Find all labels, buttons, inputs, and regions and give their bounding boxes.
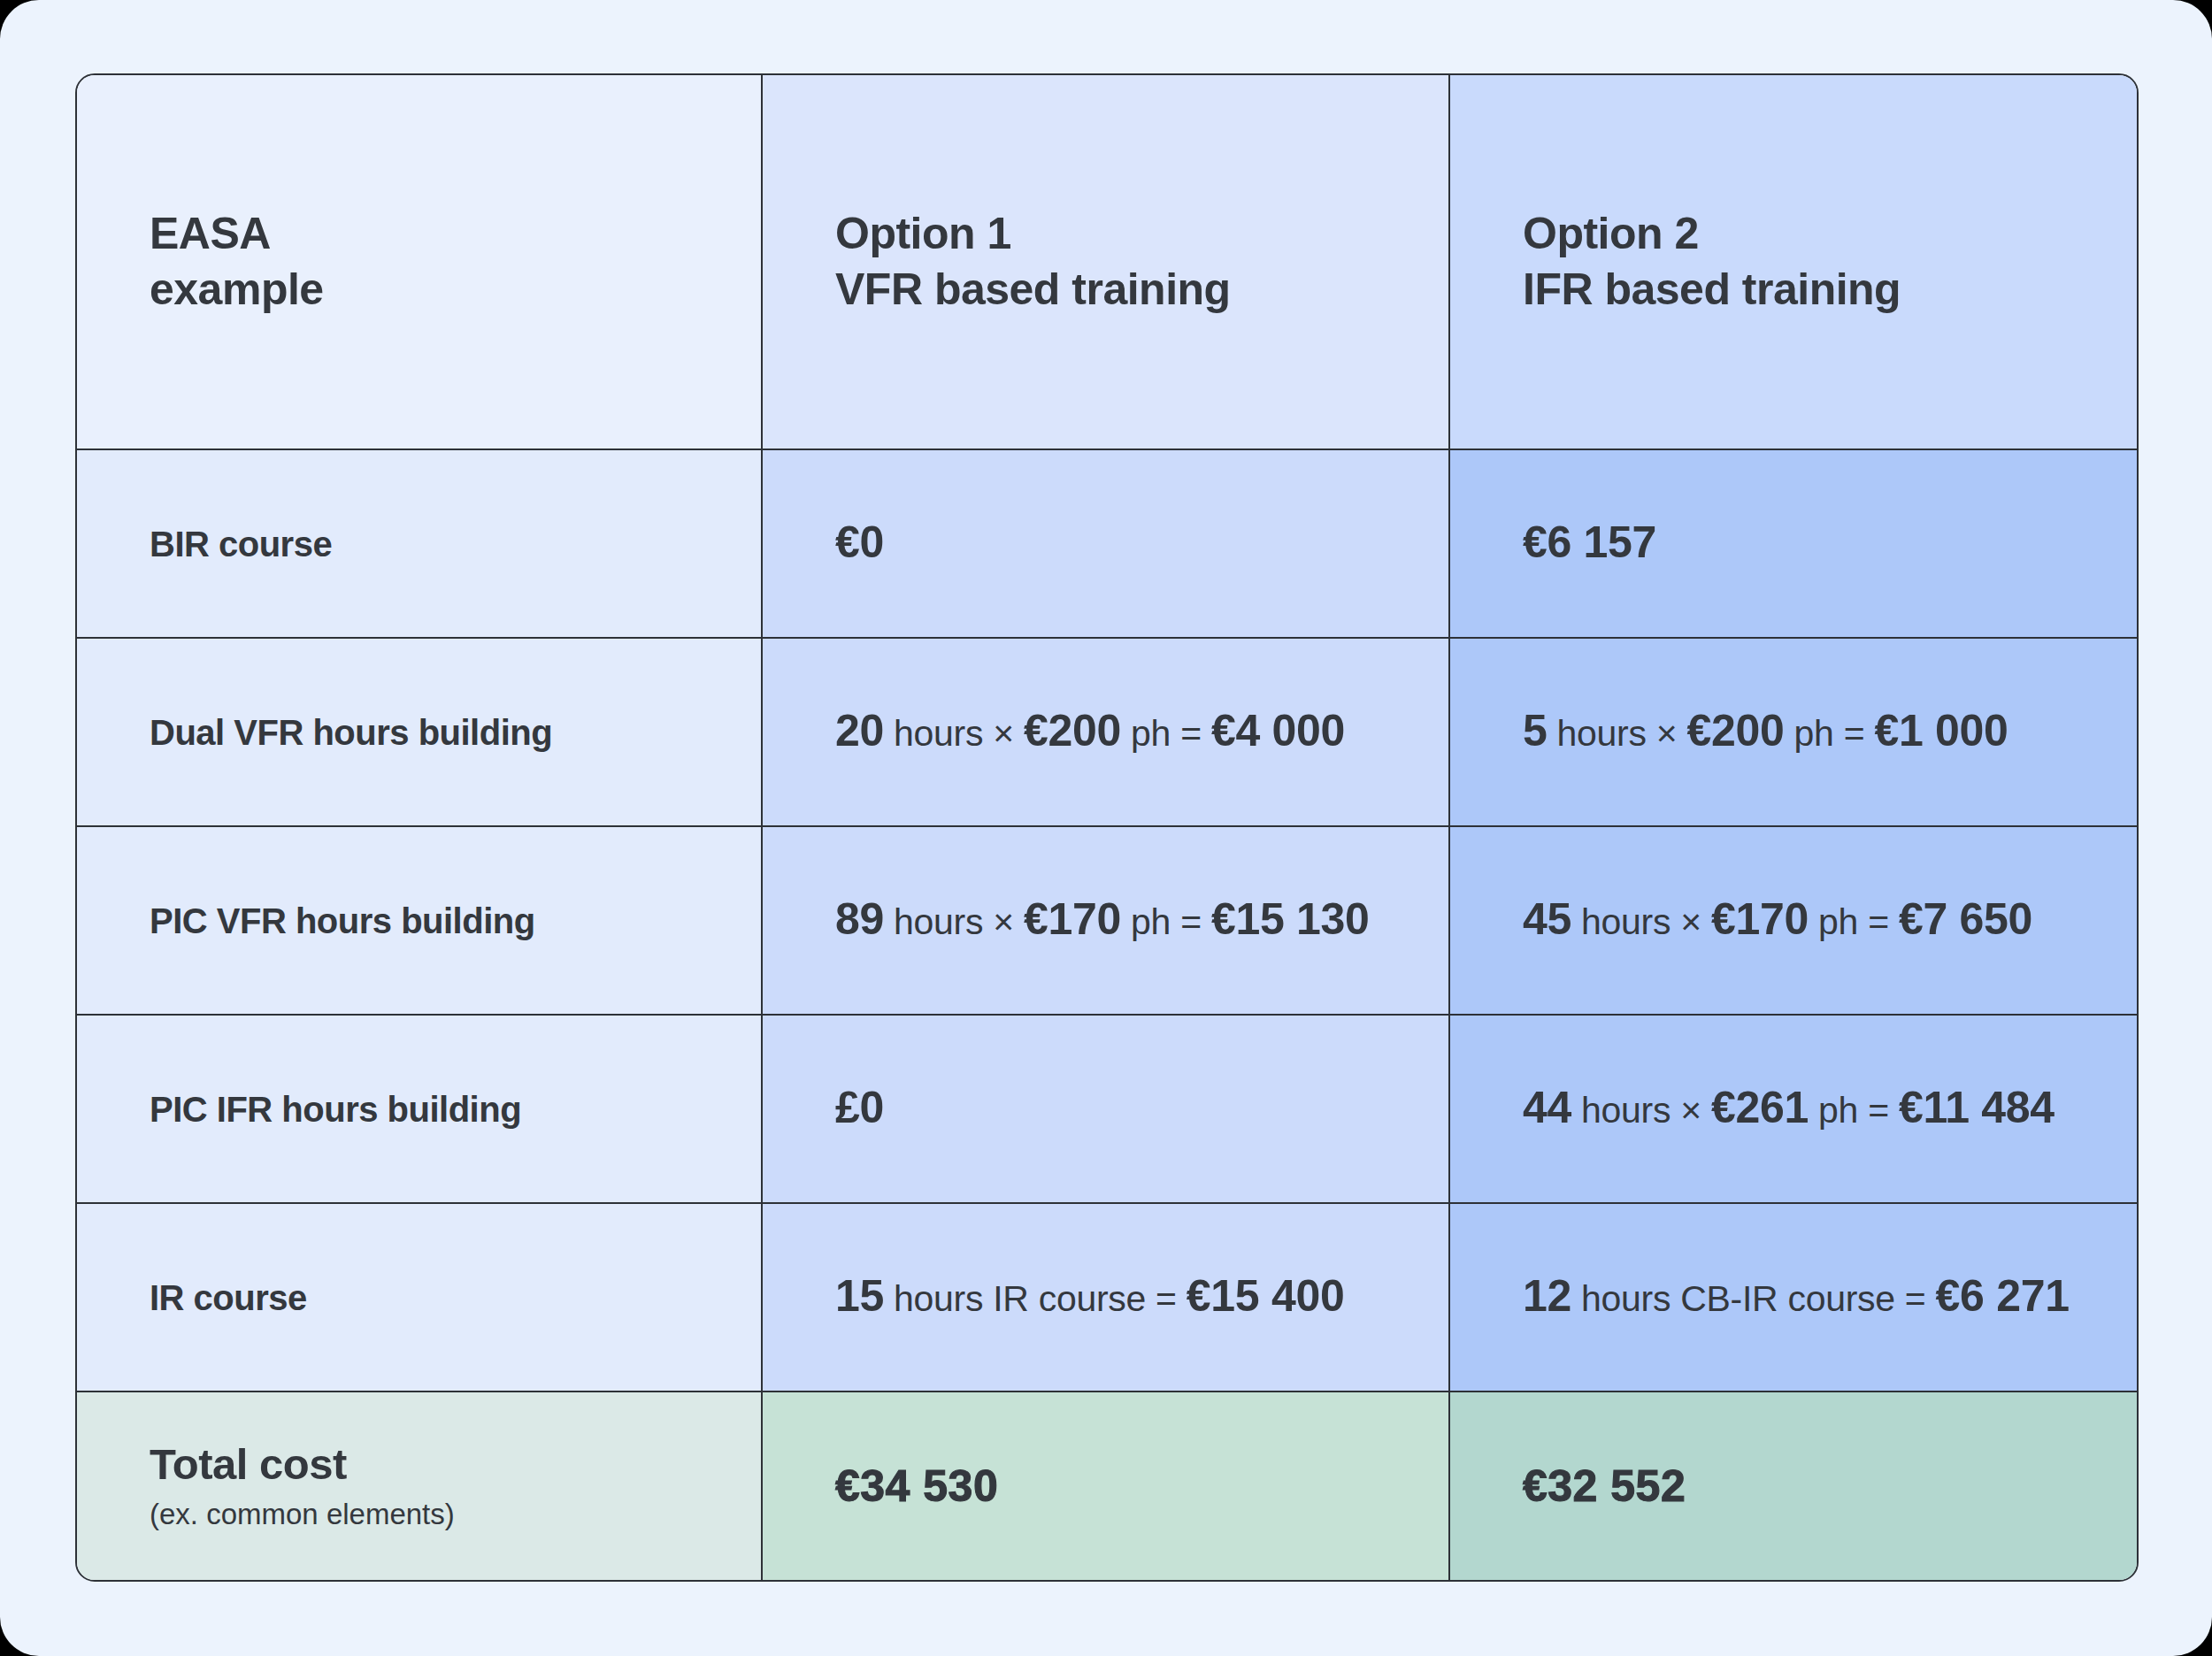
row-option2-cell: 44 hours × €261 ph = €11 484 [1450, 1016, 2137, 1204]
row-option2-value: 5 hours × €200 ph = €1 000 [1523, 705, 2116, 759]
row-option2-cell: 12 hours CB-IR course = €6 271 [1450, 1204, 2137, 1392]
header-option2-line1: Option 2 [1523, 206, 2116, 262]
header-option2-line2: IFR based training [1523, 262, 2116, 318]
row-label-cell: PIC IFR hours building [77, 1016, 763, 1204]
row-option1-value: £0 [835, 1082, 1427, 1136]
header-cell-easa-example: EASA example [77, 75, 763, 450]
row-label-cell: Dual VFR hours building [77, 639, 763, 827]
row-option2-value: €6 157 [1523, 517, 2116, 571]
row-label-cell: BIR course [77, 450, 763, 639]
total-cost-label: Total cost [150, 1440, 740, 1489]
row-label-cell: IR course [77, 1204, 763, 1392]
header-option1-line2: VFR based training [835, 262, 1427, 318]
row-label: IR course [150, 1276, 740, 1319]
header-option1-line1: Option 1 [835, 206, 1427, 262]
row-label: PIC IFR hours building [150, 1088, 740, 1131]
row-option1-cell: €0 [763, 450, 1450, 639]
row-option1-cell: 20 hours × €200 ph = €4 000 [763, 639, 1450, 827]
total-cost-option1: €34 530 [835, 1460, 1427, 1512]
cost-comparison-table: EASA example Option 1 VFR based training… [75, 73, 2139, 1582]
header-cell-option1: Option 1 VFR based training [763, 75, 1450, 450]
row-option2-value: 44 hours × €261 ph = €11 484 [1523, 1082, 2116, 1136]
header-easa-line1: EASA [150, 206, 740, 262]
row-option1-value: 89 hours × €170 ph = €15 130 [835, 893, 1427, 947]
row-label: Dual VFR hours building [150, 711, 740, 754]
header-easa-line2: example [150, 262, 740, 318]
row-option1-value: 15 hours IR course = €15 400 [835, 1270, 1427, 1324]
row-label: PIC VFR hours building [150, 900, 740, 942]
row-option1-cell: £0 [763, 1016, 1450, 1204]
total-cost-option2: €32 552 [1523, 1460, 2116, 1512]
total-row-label-cell: Total cost (ex. common elements) [77, 1392, 763, 1580]
row-option1-cell: 89 hours × €170 ph = €15 130 [763, 827, 1450, 1016]
row-option1-value: 20 hours × €200 ph = €4 000 [835, 705, 1427, 759]
row-option1-value: €0 [835, 517, 1427, 571]
row-option2-cell: 45 hours × €170 ph = €7 650 [1450, 827, 2137, 1016]
row-option2-value: 12 hours CB-IR course = €6 271 [1523, 1270, 2116, 1324]
row-option2-value: 45 hours × €170 ph = €7 650 [1523, 893, 2116, 947]
row-option2-cell: €6 157 [1450, 450, 2137, 639]
header-cell-option2: Option 2 IFR based training [1450, 75, 2137, 450]
total-row-option2-cell: €32 552 [1450, 1392, 2137, 1580]
row-label-cell: PIC VFR hours building [77, 827, 763, 1016]
row-option1-cell: 15 hours IR course = €15 400 [763, 1204, 1450, 1392]
total-cost-sublabel: (ex. common elements) [150, 1496, 740, 1533]
page-background: EASA example Option 1 VFR based training… [0, 0, 2212, 1656]
row-option2-cell: 5 hours × €200 ph = €1 000 [1450, 639, 2137, 827]
total-row-option1-cell: €34 530 [763, 1392, 1450, 1580]
row-label: BIR course [150, 523, 740, 565]
